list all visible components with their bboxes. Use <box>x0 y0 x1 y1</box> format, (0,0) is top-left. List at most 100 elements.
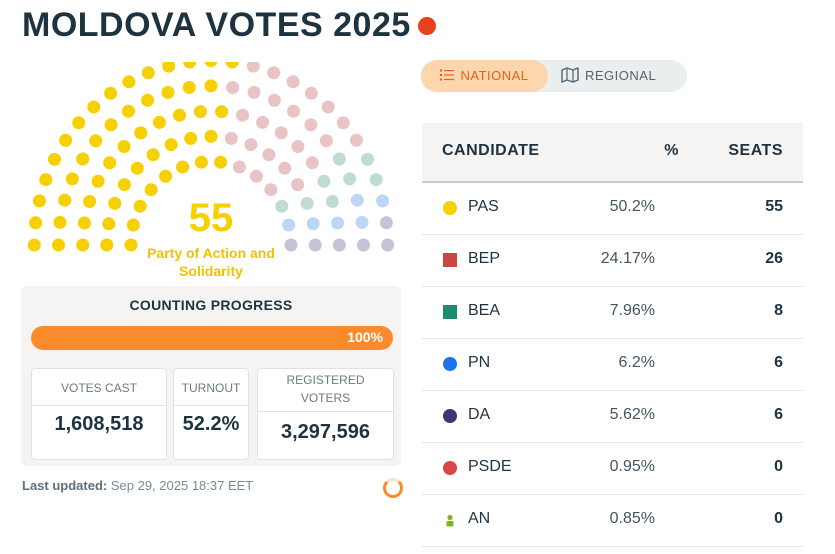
candidate-column-header: CANDIDATE <box>442 142 540 159</box>
seat-bep <box>256 115 270 129</box>
candidate-name: AN <box>468 510 491 527</box>
leading-party-name: Party of Action and Solidarity <box>147 245 275 279</box>
seat-pas <box>76 238 90 252</box>
seat-pn <box>306 217 320 231</box>
votes-cast-stat: VOTES CAST 1,608,518 <box>31 368 167 460</box>
counting-progress-card: COUNTING PROGRESS 100% VOTES CAST 1,608,… <box>21 286 401 466</box>
party-color-swatch <box>443 461 457 475</box>
seat-bep <box>305 156 319 170</box>
seat-pas <box>76 152 90 166</box>
seat-pas <box>194 155 208 169</box>
candidate-percent: 50.2% <box>609 198 655 215</box>
stat-divider <box>258 411 393 412</box>
percent-column-header: % <box>664 142 679 159</box>
seat-bep <box>291 140 305 153</box>
seat-pas <box>108 196 122 210</box>
seat-bea <box>300 196 314 210</box>
live-indicator <box>418 17 436 35</box>
seat-bea <box>275 199 289 213</box>
candidate-name: PN <box>468 354 491 371</box>
seat-da <box>284 238 298 252</box>
parliament-hemicycle <box>27 62 395 252</box>
party-color-swatch <box>443 201 457 215</box>
registered-voters-label: REGISTERED VOTERS <box>286 373 365 405</box>
party-color-swatch <box>443 253 457 267</box>
last-updated-label: Last updated: <box>22 478 108 493</box>
seat-bea <box>317 174 331 188</box>
seat-pas <box>144 183 158 197</box>
counting-progress-percent: 100% <box>347 329 383 345</box>
seat-pn <box>355 215 369 229</box>
seat-bep <box>244 138 258 152</box>
seat-bep <box>232 160 246 174</box>
candidate-seats: 26 <box>765 250 783 267</box>
counting-progress-title: COUNTING PROGRESS <box>129 297 293 313</box>
seat-da <box>381 238 395 252</box>
candidate-percent: 7.96% <box>609 302 655 319</box>
turnout-value: 52.2% <box>182 413 240 435</box>
candidate-seats: 0 <box>774 510 783 527</box>
seat-pas <box>130 161 144 175</box>
last-updated-time: Sep 29, 2025 18:37 EET <box>110 478 254 493</box>
table-row: PAS 50.2% 55 <box>422 183 803 235</box>
turnout-label: TURNOUT <box>181 381 241 395</box>
seat-bea <box>369 173 383 187</box>
tab-national[interactable]: NATIONAL <box>421 60 548 92</box>
seat-pas <box>91 174 105 188</box>
refresh-spinner-icon <box>383 478 403 498</box>
seat-pas <box>161 85 175 99</box>
seat-bep <box>267 93 281 107</box>
seat-pas <box>214 155 228 169</box>
seat-pas <box>126 218 140 232</box>
seat-bep <box>287 104 300 118</box>
seat-pas <box>58 193 72 207</box>
tab-regional-label: REGIONAL <box>585 68 657 83</box>
seat-pas <box>193 105 207 119</box>
seat-pas <box>182 81 196 94</box>
candidate-seats: 0 <box>774 458 783 475</box>
seat-pas <box>204 62 218 68</box>
party-color-swatch <box>443 305 457 319</box>
seat-pas <box>87 100 101 114</box>
seat-pas <box>77 216 91 230</box>
seat-bep <box>319 134 333 148</box>
seat-bep <box>249 169 263 183</box>
candidate-percent: 5.62% <box>609 406 655 423</box>
table-row: DA 5.62% 6 <box>422 391 803 443</box>
candidate-seats: 8 <box>774 302 783 319</box>
seat-pn <box>331 216 345 230</box>
seat-pas <box>117 178 131 192</box>
seat-da <box>357 238 370 252</box>
candidate-percent: 6.2% <box>618 354 655 371</box>
seat-pas <box>59 133 73 147</box>
candidate-percent: 0.95% <box>609 458 655 475</box>
seat-pas <box>53 215 67 229</box>
seat-da <box>379 216 393 230</box>
seat-bep <box>224 131 238 145</box>
seat-pas <box>32 194 46 208</box>
seat-pas <box>117 140 131 153</box>
last-updated: Last updated: Sep 29, 2025 18:37 EET <box>22 478 253 493</box>
seat-bep <box>321 100 335 114</box>
registered-voters-stat: REGISTERED VOTERS 3,297,596 <box>257 368 394 460</box>
stat-divider <box>174 405 248 406</box>
candidate-seats: 6 <box>774 406 783 423</box>
seat-da <box>308 238 322 252</box>
party-color-swatch <box>443 357 457 371</box>
candidate-seats: 55 <box>765 198 783 215</box>
leading-party-seats: 55 <box>188 196 234 240</box>
tab-regional[interactable]: REGIONAL <box>561 60 687 92</box>
seat-pn <box>376 194 390 208</box>
seat-bep <box>274 126 288 140</box>
seat-pas <box>104 86 118 100</box>
seat-bep <box>291 178 305 192</box>
seat-pas <box>141 93 155 107</box>
candidate-name: DA <box>468 406 491 423</box>
seat-pn <box>350 193 364 207</box>
seat-bep <box>278 161 292 175</box>
view-tabs: NATIONAL REGIONAL <box>421 60 687 92</box>
table-row: PN 6.2% 6 <box>422 339 803 391</box>
candidate-percent: 0.85% <box>609 510 655 527</box>
seat-pas <box>141 66 155 80</box>
table-row: PSDE 0.95% 0 <box>422 443 803 495</box>
